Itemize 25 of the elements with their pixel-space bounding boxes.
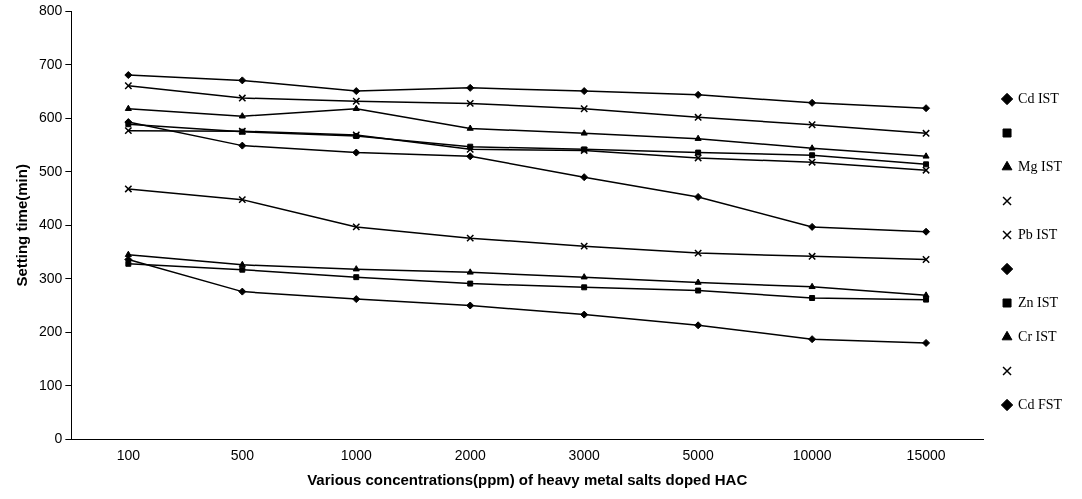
y-tick-label: 200 [39,323,63,340]
y-tick-label: 600 [39,109,63,126]
y-tick-label: 800 [39,2,63,19]
x-axis-title: Various concentrations(ppm) of heavy metal salts doped HAC [307,471,748,489]
y-axis-title: Setting time(min) [13,164,31,287]
legend-label: Cd IST [1018,90,1060,106]
x-tick-label: 1000 [340,447,373,464]
y-tick-label: 300 [39,269,63,286]
y-tick-label: 700 [39,55,63,72]
legend-label: Pb IST [1018,226,1058,242]
x-tick-label: 10000 [792,447,832,464]
x-tick-label: 3000 [568,447,600,464]
y-tick-label: 400 [39,216,63,233]
x-tick-label: 15000 [906,447,946,464]
legend-label: Cd FST [1018,396,1063,412]
y-tick-label: 500 [39,162,63,179]
legend-label: Mg IST [1018,158,1063,174]
x-tick-label: 500 [230,447,255,464]
y-tick-label: 100 [39,376,63,393]
x-tick-label: 100 [116,447,141,464]
legend-label: Zn IST [1018,294,1059,310]
x-tick-label: 5000 [682,447,714,464]
legend-label: Cr IST [1018,328,1057,344]
y-tick-label: 0 [54,430,63,447]
x-tick-label: 2000 [454,447,486,464]
